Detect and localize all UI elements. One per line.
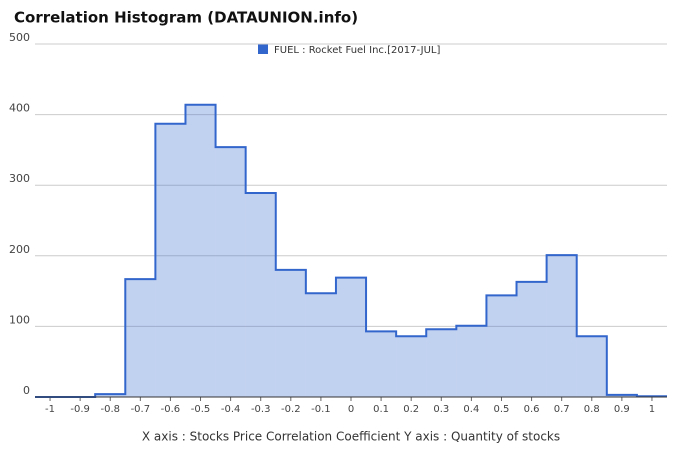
y-tick-label: 500	[9, 31, 30, 44]
bar	[245, 192, 276, 397]
bar	[606, 394, 637, 397]
x-tick-label: 0.2	[403, 404, 419, 415]
x-tick-label: 0.7	[554, 404, 570, 415]
x-tick-label: -0.5	[191, 404, 211, 415]
x-tick-label: 0.6	[524, 404, 540, 415]
y-tick-label: 200	[9, 243, 30, 256]
y-tick-label: 100	[9, 313, 30, 326]
x-tick-label: -0.9	[70, 404, 90, 415]
x-tick-label: -0.1	[311, 404, 331, 415]
x-tick-label: -0.6	[161, 404, 181, 415]
bar	[516, 281, 547, 397]
bar	[125, 279, 156, 397]
legend-swatch	[258, 44, 268, 54]
y-tick-label: 400	[9, 102, 30, 115]
x-tick-label: -0.2	[281, 404, 301, 415]
x-tick-label: 0.1	[373, 404, 389, 415]
bar	[95, 394, 126, 397]
x-tick-label: -0.4	[221, 404, 241, 415]
bar	[576, 336, 607, 397]
bar	[366, 331, 397, 397]
x-tick-label: 0.4	[463, 404, 479, 415]
bar	[456, 325, 487, 397]
bar	[155, 123, 186, 397]
x-tick-label: 0.9	[614, 404, 630, 415]
bar	[215, 147, 246, 397]
bar	[185, 104, 216, 397]
bar	[305, 293, 336, 397]
legend-label: FUEL : Rocket Fuel Inc.[2017-JUL]	[274, 45, 440, 56]
bar	[396, 336, 427, 397]
y-tick-label: 0	[23, 384, 30, 397]
y-tick-label: 300	[9, 172, 30, 185]
x-tick-label: 0	[348, 404, 354, 415]
x-tick-label: 0.8	[584, 404, 600, 415]
x-tick-label: -0.7	[131, 404, 151, 415]
bar	[335, 277, 367, 397]
x-tick-label: 1	[649, 404, 655, 415]
bar	[546, 255, 577, 397]
x-tick-label: -1	[45, 404, 55, 415]
chart-title: Correlation Histogram (DATAUNION.info)	[14, 9, 358, 27]
x-tick-label: 0.3	[433, 404, 449, 415]
x-tick-label: 0.5	[494, 404, 510, 415]
outline	[35, 103, 667, 398]
axis-label: X axis : Stocks Price Correlation Coeffi…	[142, 430, 560, 444]
bar	[486, 295, 517, 397]
x-tick-label: -0.3	[251, 404, 271, 415]
bar	[426, 329, 457, 397]
x-tick-label: -0.8	[100, 404, 120, 415]
bar	[275, 269, 306, 397]
